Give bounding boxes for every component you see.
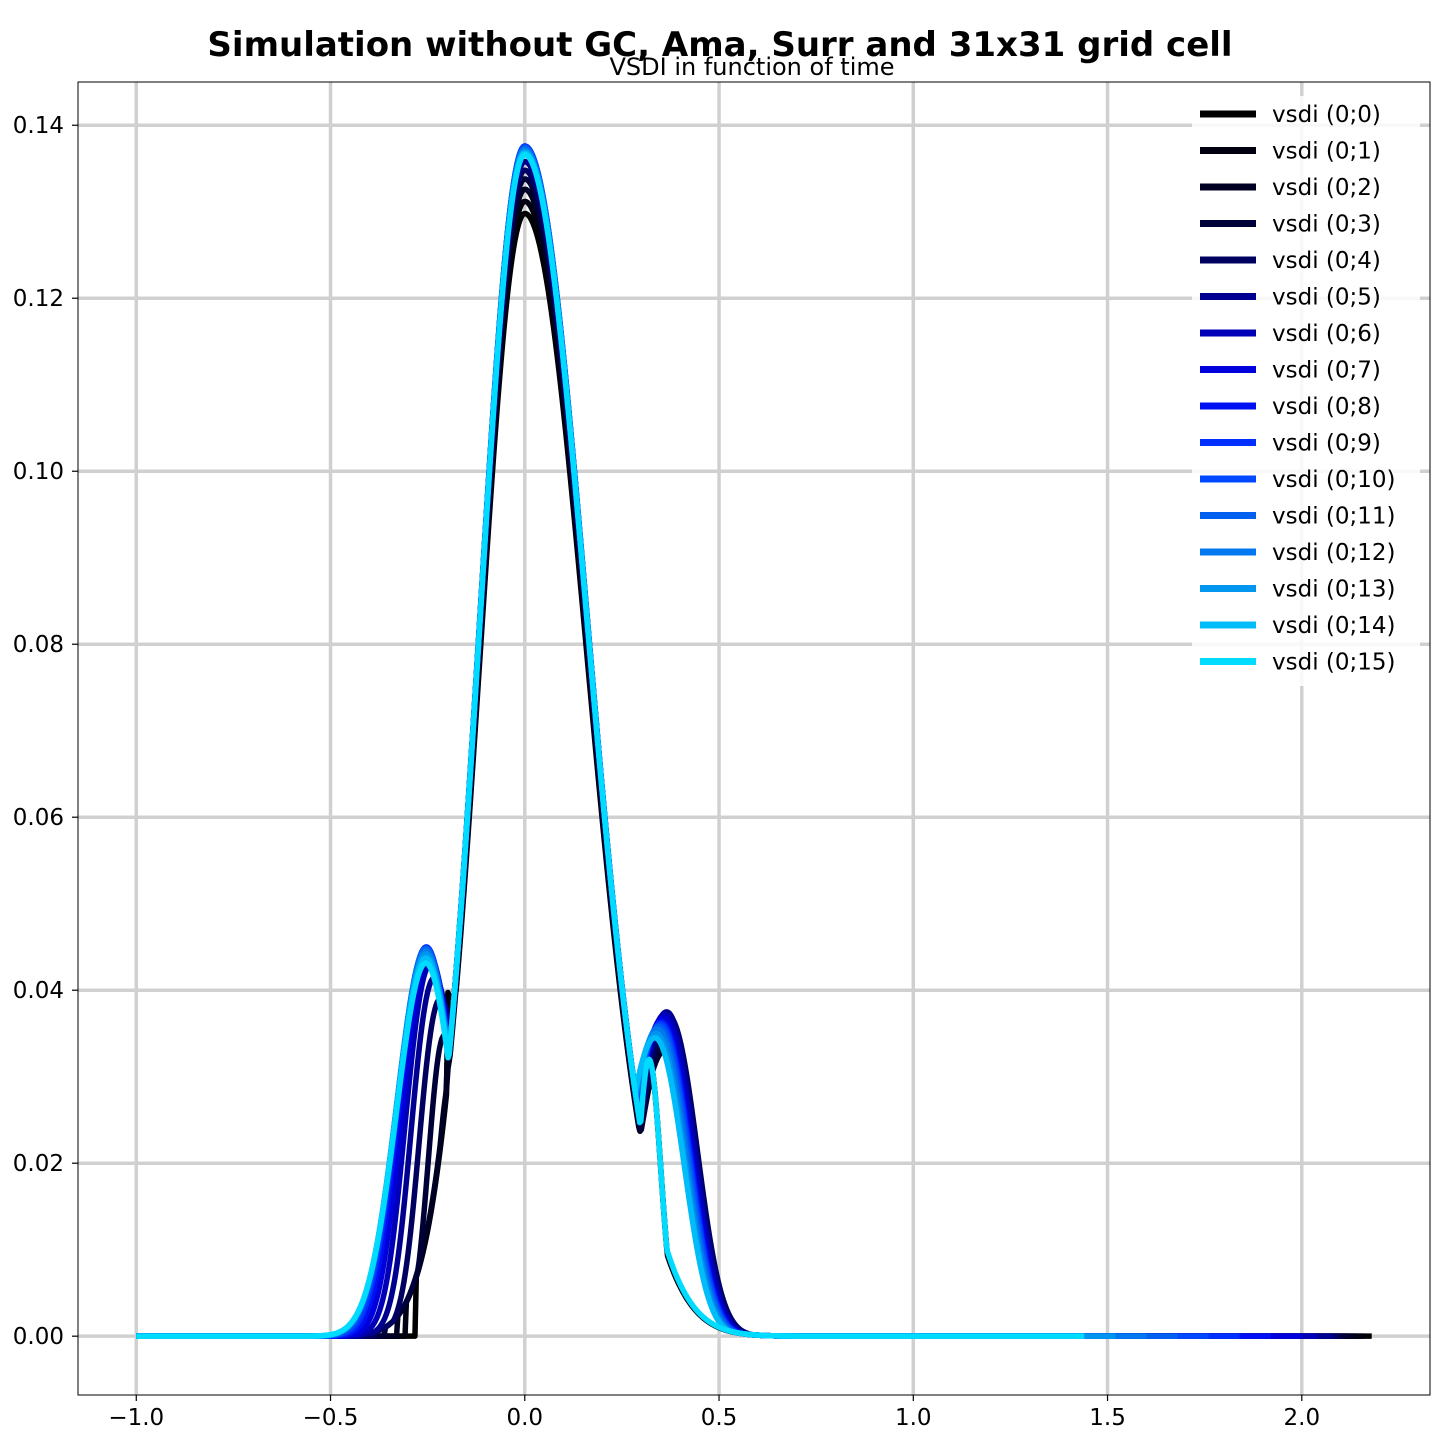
legend-entry[interactable]: vsdi (0;3) [1272,212,1381,238]
y-tick-label: 0.00 [13,1324,64,1350]
legend[interactable]: vsdi (0;0) vsdi (0;1) vsdi (0;2) vsdi (0;3)… [1192,96,1420,686]
legend-entry[interactable]: vsdi (0;9) [1272,431,1381,457]
chart-title: Simulation without GC, Ama, Surr and 31x… [207,25,1232,65]
series-line-13 [134,148,1117,1339]
legend-entry[interactable]: vsdi (0;14) [1272,613,1396,639]
y-tick-label: 0.12 [13,286,64,312]
legend-entry[interactable]: vsdi (0;10) [1272,467,1396,493]
chart-subtitle: VSDI in function of time [610,53,895,81]
series-line-11 [134,144,1180,1339]
series-line-15 [134,151,1086,1339]
legend-entry[interactable]: vsdi (0;2) [1272,175,1381,201]
series-lines [134,143,1374,1339]
legend-entry[interactable]: vsdi (0;0) [1272,102,1381,128]
y-tick-label: 0.10 [13,459,64,485]
x-tick-label: −1.0 [108,1405,164,1431]
plot-frame [77,81,1431,1396]
legend-entry[interactable]: vsdi (0;8) [1272,394,1381,420]
y-tick-label: 0.02 [13,1151,64,1177]
legend-entry[interactable]: vsdi (0;4) [1272,248,1381,274]
x-tick-label: 1.5 [1089,1405,1126,1431]
series-line-0 [134,210,1374,1339]
series-line-8 [134,143,1273,1339]
y-tick-label: 0.14 [13,113,64,139]
legend-entry[interactable]: vsdi (0;12) [1272,540,1396,566]
x-tick-label: −0.5 [303,1405,359,1431]
y-tick-label: 0.06 [13,805,64,831]
legend-entry[interactable]: vsdi (0;6) [1272,321,1381,347]
series-line-4 [134,167,1343,1339]
legend-entry[interactable]: vsdi (0;15) [1272,650,1396,676]
ticks: −1.0 −0.5 0.0 0.5 1.0 1.5 2.0 0.00 0.02 0.04 0.06 0… [13,113,1320,1431]
series-line-1 [134,198,1366,1339]
legend-entry[interactable]: vsdi (0;13) [1272,577,1396,603]
x-tick-label: 1.0 [895,1405,932,1431]
x-tick-label: 2.0 [1284,1405,1321,1431]
x-tick-label: 0.5 [701,1405,738,1431]
y-tick-label: 0.04 [13,978,64,1004]
legend-entry[interactable]: vsdi (0;1) [1272,139,1381,165]
legend-entry[interactable]: vsdi (0;11) [1272,504,1396,530]
series-line-10 [134,144,1211,1339]
x-tick-label: 0.0 [506,1405,543,1431]
legend-entry[interactable]: vsdi (0;5) [1272,285,1381,311]
series-line-12 [134,146,1149,1339]
series-line-14 [134,150,1086,1339]
series-line-5 [134,158,1335,1339]
legend-entry[interactable]: vsdi (0;7) [1272,358,1381,384]
series-line-6 [134,150,1319,1339]
y-tick-label: 0.08 [13,632,64,658]
